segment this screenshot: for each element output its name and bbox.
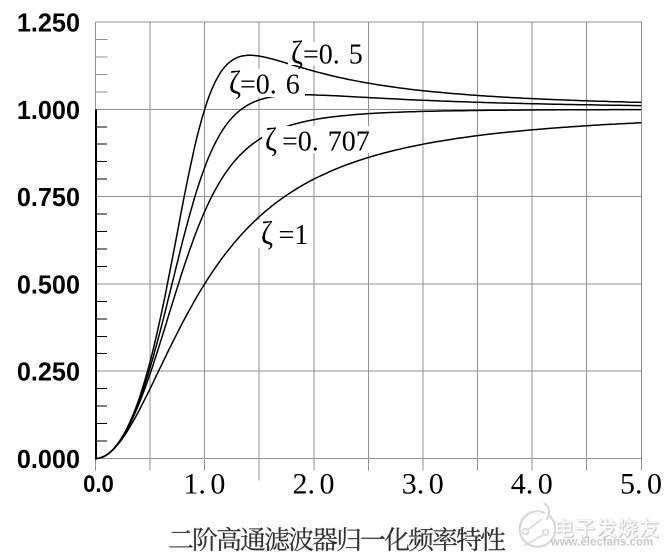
svg-text:=1: =1 xyxy=(279,220,309,251)
svg-text:ζ: ζ xyxy=(291,34,303,71)
svg-text:=0.6: =0. 6 xyxy=(240,70,300,101)
svg-text:0.000: 0.000 xyxy=(17,446,80,474)
svg-text:1.000: 1.000 xyxy=(17,96,80,124)
svg-text:5.0: 5. 0 xyxy=(620,468,662,501)
svg-text:0.500: 0.500 xyxy=(17,271,80,299)
svg-text:4.0: 4. 0 xyxy=(511,468,553,501)
svg-text:3.0: 3. 0 xyxy=(402,468,444,501)
svg-text:1.250: 1.250 xyxy=(17,9,80,37)
svg-text:0.750: 0.750 xyxy=(17,184,80,212)
svg-text:0.0: 0.0 xyxy=(83,470,114,497)
svg-text:ζ: ζ xyxy=(261,214,273,251)
svg-text:1.0: 1. 0 xyxy=(183,468,225,501)
svg-text:2.0: 2. 0 xyxy=(293,468,335,501)
svg-text:=0.5: =0. 5 xyxy=(303,40,363,71)
svg-text:www.elecfans.com: www.elecfans.com xyxy=(550,537,653,549)
svg-text:www.elecfans.com: www.elecfans.com xyxy=(551,538,654,550)
svg-text:ζ: ζ xyxy=(265,121,277,158)
svg-text:ζ: ζ xyxy=(229,64,241,101)
svg-text:0.250: 0.250 xyxy=(17,358,80,386)
